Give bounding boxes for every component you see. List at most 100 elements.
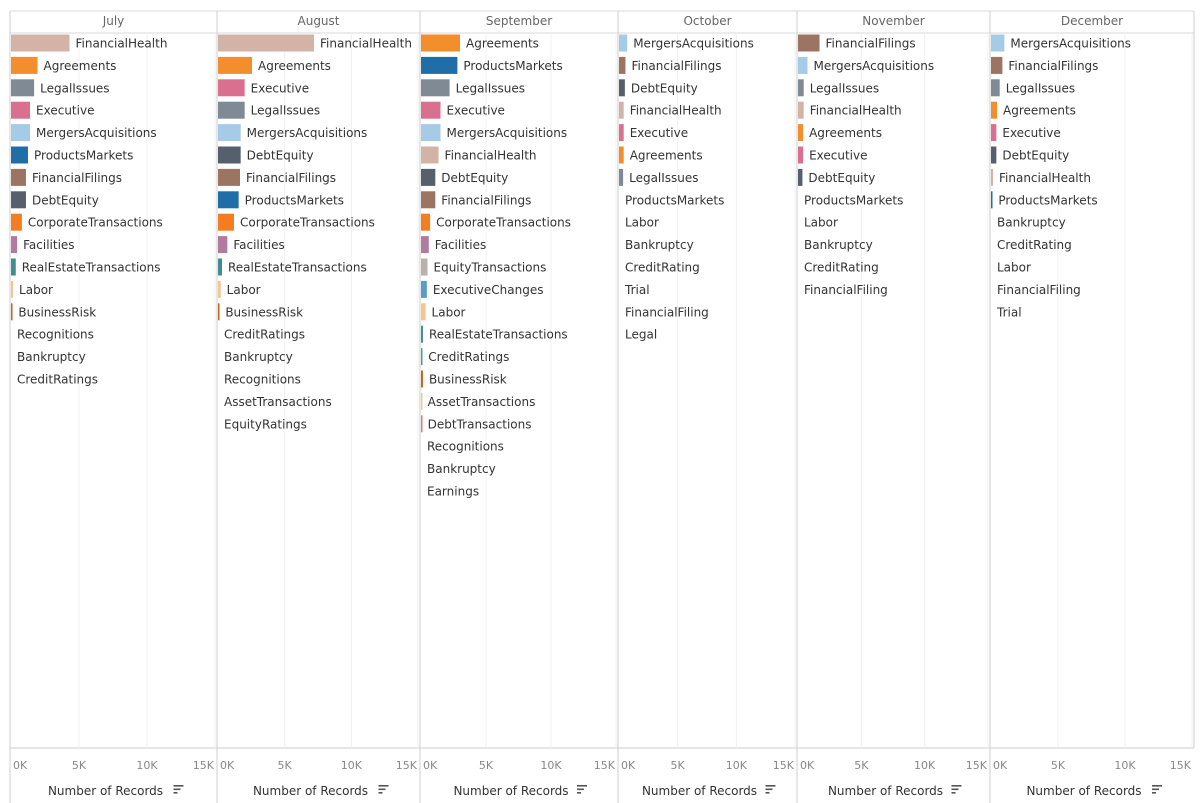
bar[interactable]: [798, 101, 804, 119]
sort-icon[interactable]: [951, 785, 962, 794]
bar[interactable]: [11, 236, 18, 254]
bar-label: Bankruptcy: [804, 238, 873, 252]
bar[interactable]: [11, 258, 16, 276]
x-axis-title[interactable]: Number of Records: [642, 784, 757, 798]
bar[interactable]: [218, 213, 234, 231]
month-header: October: [683, 14, 731, 28]
bar[interactable]: [421, 370, 423, 388]
bar[interactable]: [218, 56, 252, 74]
bar-label: BusinessRisk: [429, 373, 507, 387]
bar[interactable]: [421, 56, 458, 74]
bar-label: FinancialHealth: [810, 104, 902, 118]
bar[interactable]: [421, 34, 460, 52]
bar[interactable]: [11, 34, 70, 52]
bar-label: FinancialFilings: [826, 37, 916, 51]
bar[interactable]: [991, 56, 1003, 74]
bar[interactable]: [218, 191, 239, 209]
bar-label: Executive: [447, 104, 505, 118]
bar-label: BusinessRisk: [18, 305, 96, 319]
bar[interactable]: [991, 146, 997, 164]
bar[interactable]: [11, 280, 14, 298]
bar[interactable]: [619, 56, 626, 74]
sort-icon[interactable]: [1152, 785, 1162, 794]
bar[interactable]: [991, 168, 994, 186]
x-axis-title[interactable]: Number of Records: [828, 784, 943, 798]
bar[interactable]: [218, 101, 245, 119]
bar[interactable]: [11, 191, 26, 209]
bar[interactable]: [218, 280, 221, 298]
bar[interactable]: [619, 124, 624, 142]
bar[interactable]: [798, 34, 820, 52]
bar[interactable]: [218, 146, 241, 164]
bar[interactable]: [421, 280, 427, 298]
tick-label: 10K: [341, 759, 363, 772]
bar[interactable]: [218, 303, 220, 321]
bar-label: Facilities: [233, 238, 284, 252]
bar[interactable]: [619, 79, 625, 97]
bar[interactable]: [619, 34, 628, 52]
sort-icon[interactable]: [378, 785, 389, 794]
sort-icon[interactable]: [173, 785, 184, 794]
x-axis-title[interactable]: Number of Records: [1026, 784, 1141, 798]
x-axis-title[interactable]: Number of Records: [453, 784, 568, 798]
tick-label: 0K: [621, 759, 636, 772]
x-axis-title[interactable]: Number of Records: [48, 784, 163, 798]
bar[interactable]: [11, 146, 28, 164]
bar-label: Facilities: [23, 238, 74, 252]
bar[interactable]: [218, 34, 314, 52]
bar[interactable]: [11, 56, 38, 74]
bar-label: Executive: [630, 126, 688, 140]
bar-label: DebtEquity: [1002, 149, 1069, 163]
bar[interactable]: [619, 101, 624, 119]
bar-label: FinancialFilings: [1008, 59, 1098, 73]
bar[interactable]: [991, 124, 997, 142]
bar[interactable]: [421, 415, 423, 433]
bar[interactable]: [619, 146, 624, 164]
bar[interactable]: [11, 303, 13, 321]
bar[interactable]: [218, 258, 222, 276]
bar[interactable]: [218, 236, 228, 254]
bar[interactable]: [421, 79, 450, 97]
bar[interactable]: [421, 124, 441, 142]
bar-label: Agreements: [630, 149, 703, 163]
bar[interactable]: [421, 303, 426, 321]
tick-label: 15K: [1170, 759, 1192, 772]
bar[interactable]: [798, 124, 804, 142]
bar-label: CreditRatings: [428, 350, 509, 364]
bar[interactable]: [421, 348, 423, 366]
bar-label: FinancialFilings: [246, 171, 336, 185]
bar[interactable]: [991, 191, 993, 209]
sort-icon[interactable]: [577, 785, 587, 794]
bar[interactable]: [11, 101, 31, 119]
bar[interactable]: [218, 168, 240, 186]
bar[interactable]: [421, 146, 439, 164]
bar[interactable]: [421, 236, 429, 254]
bar[interactable]: [421, 392, 423, 410]
bar[interactable]: [421, 258, 428, 276]
bar[interactable]: [218, 124, 241, 142]
bar[interactable]: [798, 79, 804, 97]
bar[interactable]: [798, 146, 804, 164]
bar[interactable]: [991, 101, 998, 119]
bar[interactable]: [421, 101, 441, 119]
bar[interactable]: [11, 124, 31, 142]
bar[interactable]: [991, 34, 1005, 52]
bar-label: Labor: [227, 283, 261, 297]
tick-label: 0K: [13, 759, 28, 772]
sort-icon[interactable]: [765, 785, 776, 794]
bar[interactable]: [421, 191, 436, 209]
bar[interactable]: [421, 325, 423, 343]
bar[interactable]: [991, 79, 1000, 97]
bar[interactable]: [798, 168, 803, 186]
bar[interactable]: [11, 168, 26, 186]
bar[interactable]: [798, 56, 808, 74]
x-axis-title[interactable]: Number of Records: [253, 784, 368, 798]
bar[interactable]: [421, 168, 436, 186]
bar[interactable]: [218, 79, 245, 97]
bar[interactable]: [619, 168, 624, 186]
bar[interactable]: [11, 213, 22, 231]
tick-label: 5K: [1051, 759, 1066, 772]
panel-october: October MergersAcquisitions FinancialFilin…: [617, 11, 796, 803]
bar[interactable]: [421, 213, 431, 231]
bar[interactable]: [11, 79, 35, 97]
